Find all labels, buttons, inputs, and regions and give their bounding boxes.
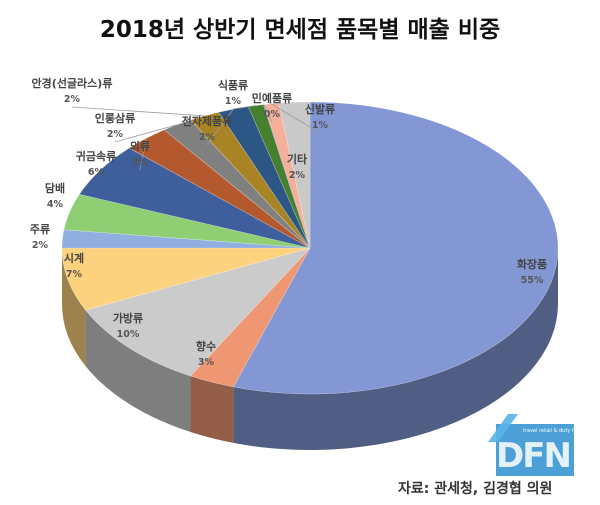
slice-0-side [233,248,559,450]
slice-3-mark [61,247,311,311]
slice-14-label: 기타 [287,152,308,166]
slice-9-label: 안경(선글라스)류 [32,76,113,90]
pie-sides [62,248,559,450]
slice-3-value-label: 7% [66,269,83,280]
slice-4-value-label: 2% [32,240,49,251]
slice-10-value-label: 2% [199,132,216,143]
slice-4-label: 주류 [30,223,50,236]
dfn-logo-tagline: travel retail & duty free news [523,428,597,434]
slice-10-leader-line [206,108,234,146]
slice-1-value-label: 3% [198,357,215,368]
pie-top [61,101,559,395]
slice-11-leader-line [232,105,256,110]
slice-12-label: 민예품류 [252,91,292,105]
slice-8-value-label: 2% [107,129,124,140]
slice-0-value-label: 55% [521,275,544,286]
slice-14-mark [278,101,311,249]
slice-12-leader-line [263,104,273,123]
slice-6-mark [78,147,311,249]
slice-7-leader-line [139,138,147,171]
slice-3-label: 시계 [64,251,84,265]
slice-5-value-label: 4% [47,199,64,210]
slice-9-value-label: 2% [64,94,81,105]
slice-2-value-label: 10% [117,329,140,340]
slice-7-value-label: 3% [132,157,149,168]
slice-7-label: 의류 [130,139,150,153]
slice-2-side [85,310,191,432]
slice-5-label: 담배 [45,181,65,195]
slice-9-leader-line [71,106,205,117]
slice-4-mark [61,229,311,249]
slice-2-mark [85,247,311,377]
slice-1-mark [189,247,311,388]
slice-11-value-label: 1% [225,96,242,107]
slice-13-value-label: 1% [312,120,329,131]
slice-8-leader-line [114,124,178,143]
slice-0-label: 화장품 [517,257,547,271]
pie-labels: 화장품 55% 향수 3% 가방류 10% 시계 7% 주류 2% 담배 4% 귀금속류 6% 의류 3% 인롱… [30,76,547,368]
slice-2-label: 가방류 [113,311,143,325]
source-note: 자료: 관세청, 김경협 의원 [398,481,553,497]
slice-10-label: 전자제품류 [182,114,233,128]
slice-14-value-label: 2% [289,170,306,181]
slice-6-label: 귀금속류 [76,149,116,163]
slice-1-side [190,375,234,443]
dfn-logo-badge [488,414,574,476]
chart-title: 2018년 상반기 면세점 품목별 매출 비중 [99,17,501,43]
slice-13-leader-line [270,103,321,134]
slice-3-side [62,248,86,367]
slice-1-label: 향수 [196,339,216,353]
slice-5-mark [63,193,311,249]
slice-6-value-label: 6% [88,167,105,178]
slice-12-value-label: 0% [264,109,281,120]
slice-8-label: 인롱삼류 [95,111,135,125]
slice-0-mark [232,101,559,395]
slice-11-label: 식품류 [218,78,248,92]
slice-13-label: 신발류 [305,102,335,116]
dfn-logo-text: DFN [496,436,572,476]
